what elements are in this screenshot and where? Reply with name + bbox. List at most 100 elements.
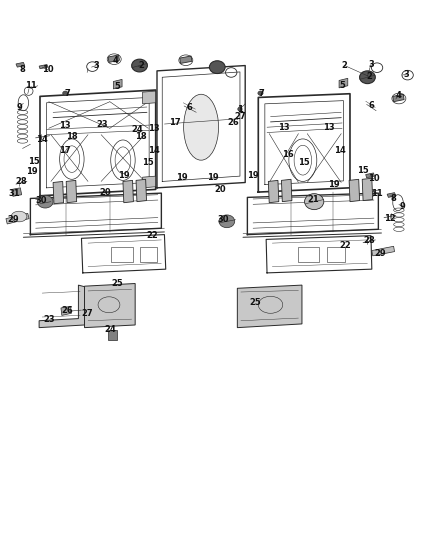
Text: 26: 26 [61,305,73,314]
Text: 10: 10 [42,66,54,74]
Polygon shape [237,285,302,328]
Polygon shape [282,179,292,201]
Text: 14: 14 [335,146,346,155]
Text: 11: 11 [371,189,383,198]
Ellipse shape [238,107,242,111]
Text: 27: 27 [81,309,93,318]
Text: 25: 25 [112,279,124,288]
Text: 19: 19 [176,173,188,182]
Ellipse shape [63,91,68,95]
Text: 2: 2 [342,61,348,70]
Polygon shape [53,181,64,204]
Text: 20: 20 [100,188,111,197]
Text: 27: 27 [234,112,246,121]
Text: 15: 15 [142,158,154,167]
Polygon shape [362,178,373,200]
Text: 28: 28 [16,177,28,186]
Text: 2: 2 [367,71,373,80]
Bar [297,247,319,262]
Text: 3: 3 [404,70,410,78]
Ellipse shape [11,211,27,222]
Polygon shape [143,91,155,104]
Text: 19: 19 [247,171,259,180]
Text: 6: 6 [368,101,374,110]
Text: 3: 3 [93,61,99,70]
Polygon shape [85,284,135,328]
Text: 14: 14 [148,146,160,155]
Text: 13: 13 [148,124,159,133]
Text: 7: 7 [64,88,70,98]
Text: 17: 17 [60,146,71,155]
Text: 24: 24 [104,325,116,334]
Text: 19: 19 [118,171,130,180]
Text: 22: 22 [340,241,351,250]
Bar [108,330,117,340]
Text: 6: 6 [187,102,192,111]
Polygon shape [387,192,396,197]
Text: 5: 5 [115,82,120,91]
Polygon shape [268,180,279,203]
Ellipse shape [304,193,324,209]
Text: 30: 30 [218,215,229,224]
Polygon shape [136,179,147,201]
Text: 16: 16 [282,150,294,159]
Polygon shape [108,55,120,62]
Text: 30: 30 [35,196,46,205]
Text: 13: 13 [60,121,71,130]
Ellipse shape [37,195,53,208]
Text: 25: 25 [249,298,261,307]
Polygon shape [12,188,21,196]
Polygon shape [393,94,404,102]
Polygon shape [39,64,48,69]
Polygon shape [66,180,77,203]
Polygon shape [372,246,395,256]
Text: 23: 23 [44,315,56,324]
Text: 2: 2 [138,61,144,70]
Text: 18: 18 [134,132,146,141]
Text: 4: 4 [112,56,118,64]
Text: 12: 12 [384,214,396,223]
Text: 19: 19 [207,173,218,182]
Text: 15: 15 [298,158,310,167]
Polygon shape [180,56,192,63]
Bar [327,247,345,262]
Ellipse shape [132,59,148,72]
Polygon shape [39,285,85,328]
Ellipse shape [184,94,219,160]
Polygon shape [366,173,374,177]
Text: 17: 17 [170,118,181,127]
Text: 7: 7 [259,88,265,98]
Text: 26: 26 [227,118,239,127]
Ellipse shape [219,215,235,228]
Text: 5: 5 [339,81,345,90]
Text: 21: 21 [307,195,319,204]
Text: 11: 11 [25,81,37,90]
Text: 13: 13 [278,123,290,132]
Text: 22: 22 [147,231,159,240]
Bar [140,247,157,262]
Text: 28: 28 [364,237,375,246]
Text: 13: 13 [323,123,335,132]
Text: 9: 9 [399,203,405,212]
Text: 19: 19 [328,180,339,189]
Text: 14: 14 [36,135,48,144]
Polygon shape [339,78,348,88]
Text: 4: 4 [395,91,401,100]
Text: 31: 31 [9,189,21,198]
Ellipse shape [209,61,225,74]
Text: 8: 8 [391,194,396,203]
Text: 15: 15 [28,157,39,166]
Polygon shape [123,180,134,203]
Text: 23: 23 [96,119,108,128]
Text: 29: 29 [7,215,19,224]
Text: 8: 8 [20,66,25,74]
Ellipse shape [258,91,263,95]
Polygon shape [143,176,155,188]
Text: 18: 18 [66,132,77,141]
Text: 1: 1 [237,104,243,114]
Text: 3: 3 [368,60,374,69]
Polygon shape [349,179,360,201]
Text: 15: 15 [357,166,369,175]
Polygon shape [61,306,71,316]
Text: 10: 10 [368,174,380,183]
